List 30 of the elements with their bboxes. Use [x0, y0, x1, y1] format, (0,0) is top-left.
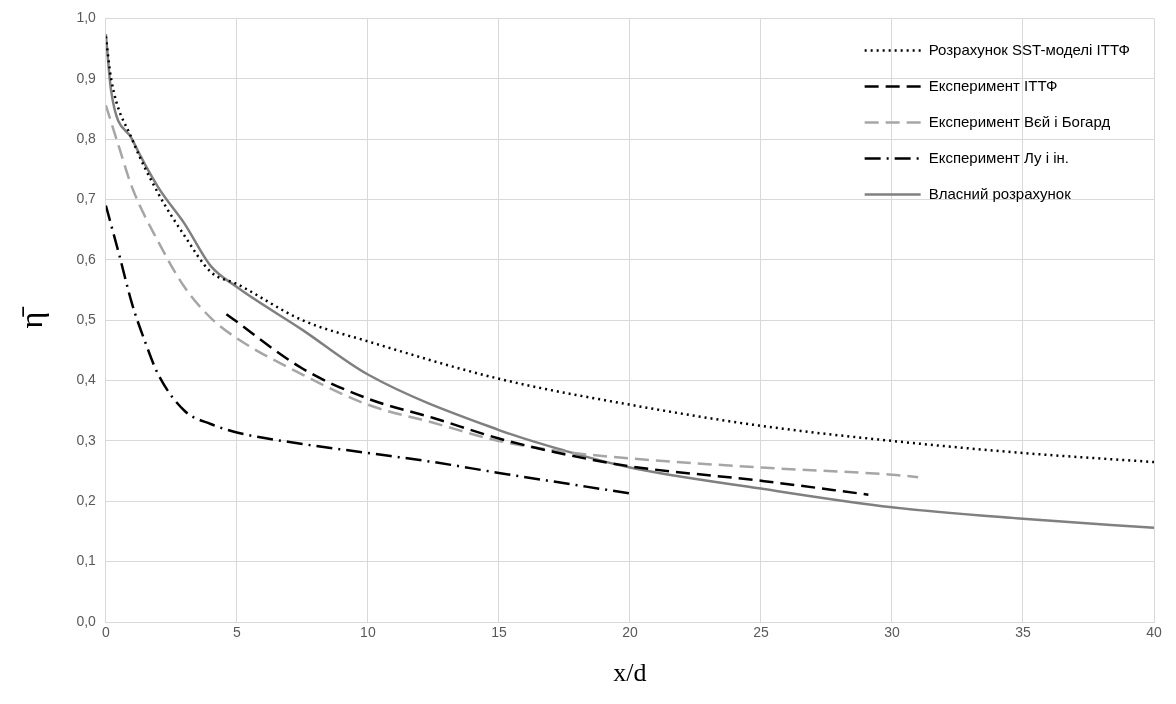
y-axis-title: η̄: [12, 306, 49, 329]
legend-label: Експеримент ІТТФ: [928, 76, 1058, 94]
y-tick-label: 0,5: [76, 311, 97, 328]
legend-label: Експеримент Лу і ін.: [928, 148, 1070, 166]
x-tick-label: 0: [101, 624, 110, 641]
y-tick-label: 0,2: [76, 492, 97, 509]
x-tick-label: 25: [753, 624, 769, 641]
legend-label: Власний розрахунок: [928, 184, 1072, 202]
line-series: [105, 104, 920, 479]
x-tick-label: 5: [232, 624, 241, 641]
x-tick-label: 35: [1015, 624, 1031, 641]
y-tick-label: 0,0: [76, 612, 97, 629]
legend-label: Експеримент Вєй і Богард: [928, 112, 1111, 130]
y-tick-label: 0,6: [76, 250, 97, 267]
x-tick-label: 10: [360, 624, 376, 641]
y-tick-label: 0,4: [76, 371, 97, 388]
x-tick-label: 40: [1146, 624, 1162, 641]
line-series: [225, 312, 870, 496]
legend-label: Розрахунок SST-моделі ІТТФ: [928, 40, 1131, 58]
y-tick-label: 0,3: [76, 431, 97, 448]
y-tick-label: 0,1: [76, 552, 97, 569]
y-tick-label: 0,7: [76, 190, 97, 207]
y-tick-label: 1,0: [76, 9, 97, 26]
x-tick-label: 15: [491, 624, 507, 641]
line-series: [105, 204, 632, 495]
y-tick-label: 0,8: [76, 129, 97, 146]
x-tick-label: 20: [622, 624, 638, 641]
y-tick-label: 0,9: [76, 69, 97, 86]
x-axis-title: x/d: [613, 658, 647, 688]
x-tick-label: 30: [884, 624, 900, 641]
